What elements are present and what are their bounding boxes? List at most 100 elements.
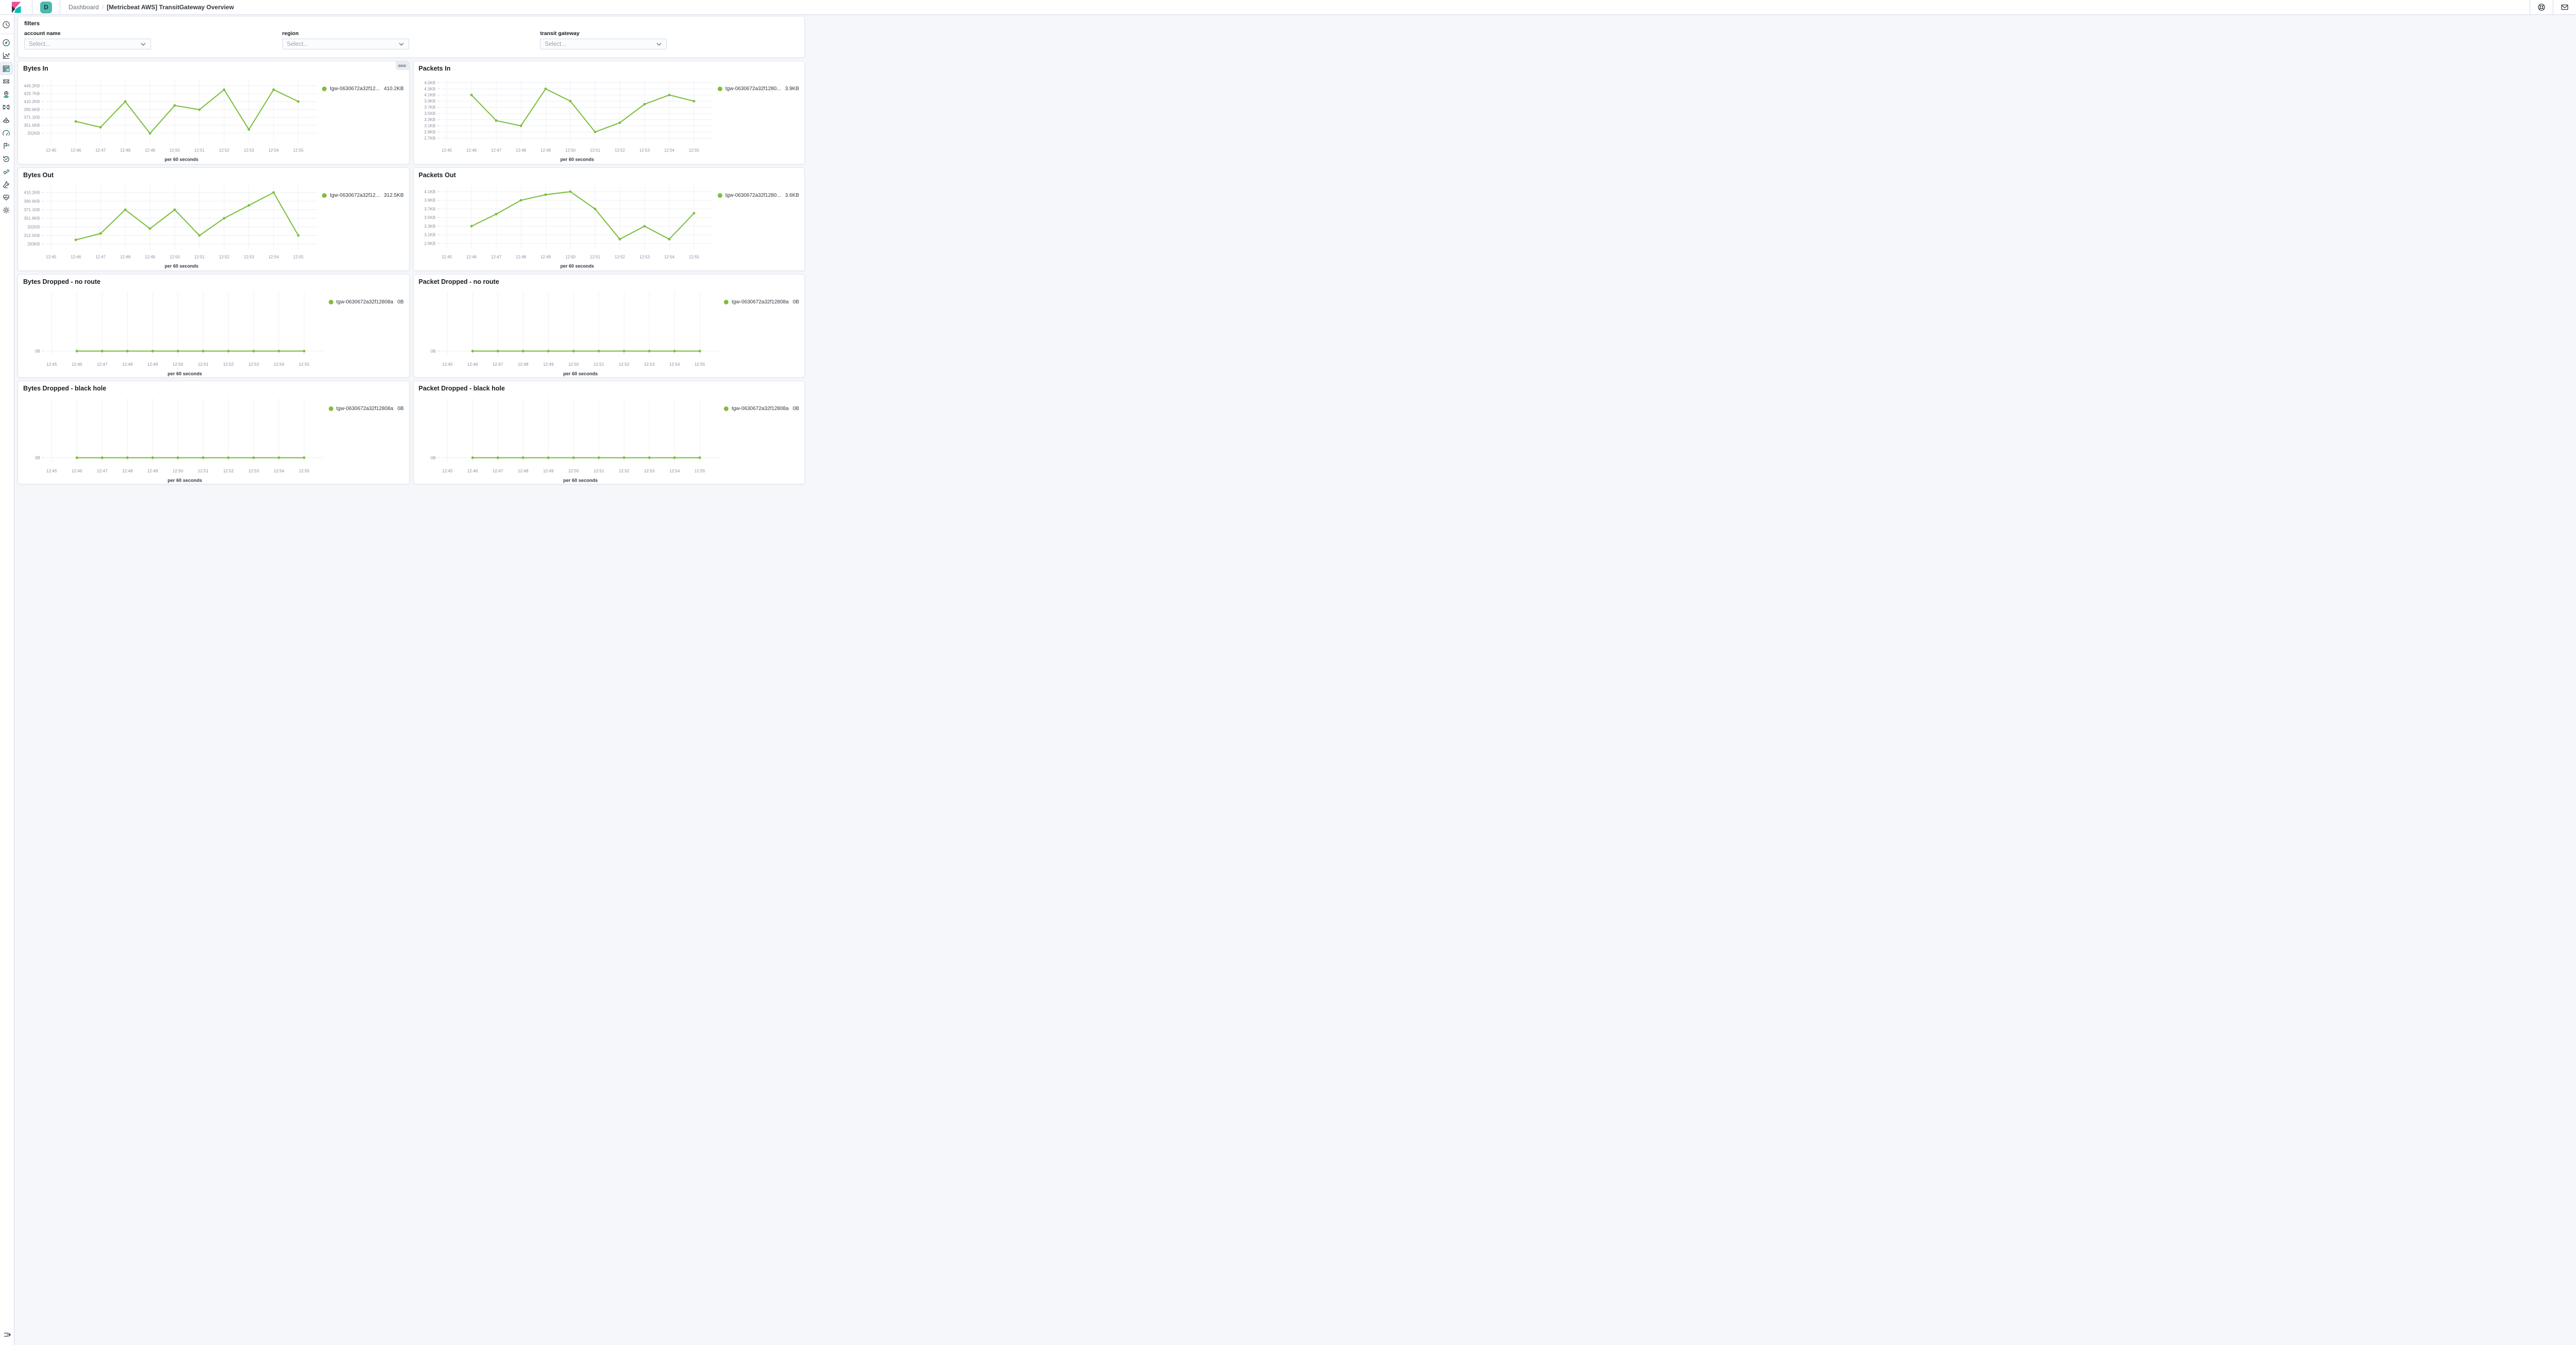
chart-plot-packets-out[interactable]: 4.1KB 3.9KB 3.7KB 3.5KB 3.3KB 3.1KB 2.9KB 12:45… xyxy=(419,180,718,271)
sidebar-item-metrics[interactable] xyxy=(0,114,12,126)
svg-text:4.3KB: 4.3KB xyxy=(424,87,435,91)
space-avatar[interactable]: D xyxy=(40,1,52,13)
sidebar-item-uptime[interactable] xyxy=(0,152,12,165)
svg-text:12:45: 12:45 xyxy=(442,255,452,260)
svg-text:12:49: 12:49 xyxy=(543,362,553,367)
legend-item-packet-dropped-no-route[interactable]: tgw-0630672a32f12808a 0B xyxy=(724,287,799,377)
panel-options-button[interactable] xyxy=(395,61,409,70)
svg-text:12:51: 12:51 xyxy=(194,255,205,260)
chart-title: Bytes Dropped - no route xyxy=(23,278,101,285)
svg-text:12:51: 12:51 xyxy=(198,362,209,367)
svg-text:12:47: 12:47 xyxy=(491,255,502,260)
legend-color-dot xyxy=(724,406,729,411)
panel-bytes-dropped-no-route: Bytes Dropped - no route 0B 12:45 12:46 12:… xyxy=(18,274,410,378)
sidebar-item-visualize[interactable] xyxy=(0,49,12,62)
svg-text:12:50: 12:50 xyxy=(173,362,183,367)
chart-plot-packet-dropped-black-hole[interactable]: 0B 12:45 12:46 12:47 12:48 12:49 12:50 12:51 12:… xyxy=(419,394,724,484)
svg-text:12:48: 12:48 xyxy=(517,469,528,473)
legend-series-value: 3.6KB xyxy=(785,193,799,198)
svg-text:429.7KB: 429.7KB xyxy=(24,92,40,96)
svg-text:12:50: 12:50 xyxy=(173,469,183,473)
svg-text:12:54: 12:54 xyxy=(664,255,674,260)
svg-text:410.2KB: 410.2KB xyxy=(24,191,40,195)
sidebar-item-canvas[interactable] xyxy=(0,75,12,88)
help-button[interactable] xyxy=(2530,0,2553,14)
svg-text:3.7KB: 3.7KB xyxy=(424,105,435,110)
svg-text:3.1KB: 3.1KB xyxy=(424,233,435,237)
sidebar-item-stack-monitoring[interactable] xyxy=(0,191,12,203)
sidebar-item-machine-learning[interactable] xyxy=(0,101,12,113)
svg-text:12:54: 12:54 xyxy=(268,255,279,260)
sidebar-item-logs[interactable] xyxy=(0,127,12,139)
panel-bytes-dropped-black-hole: Bytes Dropped - black hole 0B 12:45 12:46 1… xyxy=(18,381,410,484)
help-icon xyxy=(2538,4,2545,11)
svg-text:12:46: 12:46 xyxy=(466,255,477,260)
svg-text:351.6KB: 351.6KB xyxy=(24,123,40,128)
sidebar-item-discover[interactable] xyxy=(0,37,12,49)
legend-item-bytes-dropped-black-hole[interactable]: tgw-0630672a32f12808a 0B xyxy=(328,394,404,484)
legend-item-packet-dropped-black-hole[interactable]: tgw-0630672a32f12808a 0B xyxy=(724,394,799,484)
filter-select-region[interactable]: Select... xyxy=(282,39,409,49)
svg-text:12:51: 12:51 xyxy=(593,362,604,367)
kibana-logo[interactable] xyxy=(0,1,32,13)
visualize-icon xyxy=(3,52,10,59)
filter-select-account-name[interactable]: Select... xyxy=(24,39,151,49)
svg-text:12:49: 12:49 xyxy=(543,469,553,473)
svg-text:12:47: 12:47 xyxy=(491,148,502,153)
svg-text:371.1KB: 371.1KB xyxy=(24,208,40,212)
svg-text:12:53: 12:53 xyxy=(248,362,259,367)
svg-text:332KB: 332KB xyxy=(27,225,40,229)
chart-body: 0B 12:45 12:46 12:47 12:48 12:49 12:50 12:51 12:… xyxy=(419,287,799,378)
svg-text:12:53: 12:53 xyxy=(248,469,259,473)
chevron-down-icon xyxy=(141,43,146,45)
sidebar-item-recently-viewed[interactable] xyxy=(0,19,12,31)
chart-plot-bytes-in[interactable]: 449.2KB 429.7KB 410.2KB 390.6KB 371.1KB 351.6… xyxy=(23,74,322,164)
mail-icon xyxy=(2561,4,2568,10)
legend-series-value: 0B xyxy=(397,299,404,305)
legend-item-bytes-in[interactable]: tgw-0630672a32f12... 410.2KB xyxy=(322,74,404,164)
svg-text:371.1KB: 371.1KB xyxy=(24,115,40,120)
dashboard-icon xyxy=(3,65,9,72)
svg-text:2.9KB: 2.9KB xyxy=(424,130,435,134)
filter-label: region xyxy=(282,30,299,37)
sidebar-item-dev-tools[interactable] xyxy=(0,178,12,191)
chart-plot-bytes-dropped-black-hole[interactable]: 0B 12:45 12:46 12:47 12:48 12:49 12:50 12:51 12:… xyxy=(23,394,329,484)
svg-text:12:49: 12:49 xyxy=(147,362,158,367)
sidebar-item-siem[interactable] xyxy=(0,165,12,178)
sidebar-item-dashboard[interactable] xyxy=(0,62,12,75)
breadcrumb: Dashboard / [Metricbeat AWS] TransitGate… xyxy=(69,4,2530,11)
legend-item-packets-in[interactable]: tgw-0630672a32f1280... 3.9KB xyxy=(717,74,799,164)
sidebar-collapse-toggle[interactable] xyxy=(1,1329,13,1341)
svg-text:12:55: 12:55 xyxy=(694,469,705,473)
legend-item-bytes-out[interactable]: tgw-0630672a32f12... 312.5KB xyxy=(322,180,404,270)
sidebar-item-management[interactable] xyxy=(0,204,12,216)
svg-text:12:54: 12:54 xyxy=(669,469,680,473)
svg-text:2.9KB: 2.9KB xyxy=(424,242,435,246)
sidebar-item-apm[interactable] xyxy=(0,140,12,152)
panel-packet-dropped-black-hole: Packet Dropped - black hole 0B 12:45 12:46… xyxy=(413,381,805,484)
chevron-down-icon xyxy=(657,43,662,45)
svg-text:12:47: 12:47 xyxy=(95,148,106,153)
legend-color-dot xyxy=(717,87,722,91)
chart-title: Packets Out xyxy=(418,172,456,179)
legend-color-dot xyxy=(322,87,327,91)
svg-text:12:53: 12:53 xyxy=(639,148,650,153)
newsfeed-button[interactable] xyxy=(2553,0,2576,14)
chart-body: 0B 12:45 12:46 12:47 12:48 12:49 12:50 12:51 12:… xyxy=(23,287,404,378)
chart-plot-bytes-out[interactable]: 410.2KB 390.6KB 371.1KB 351.6KB 332KB 312.5KB… xyxy=(23,180,322,271)
chart-plot-bytes-dropped-no-route[interactable]: 0B 12:45 12:46 12:47 12:48 12:49 12:50 12:51 12:… xyxy=(23,287,329,378)
legend-item-bytes-dropped-no-route[interactable]: tgw-0630672a32f12808a 0B xyxy=(328,287,404,377)
chart-title: Bytes Dropped - black hole xyxy=(23,385,107,392)
sidebar-item-maps[interactable] xyxy=(0,88,12,100)
dashboard-content: filters account name Select... region Se… xyxy=(14,15,808,484)
filter-select-transit-gateway[interactable]: Select... xyxy=(540,39,667,49)
svg-text:0B: 0B xyxy=(35,349,41,353)
chart-plot-packet-dropped-no-route[interactable]: 0B 12:45 12:46 12:47 12:48 12:49 12:50 12:51 12:… xyxy=(419,287,724,378)
legend-item-packets-out[interactable]: tgw-0630672a32f1280... 3.6KB xyxy=(717,180,799,270)
legend-series-value: 0B xyxy=(397,406,404,412)
svg-text:12:45: 12:45 xyxy=(46,469,57,473)
breadcrumb-dashboard[interactable]: Dashboard xyxy=(69,4,99,11)
svg-text:12:45: 12:45 xyxy=(442,362,453,367)
svg-text:12:50: 12:50 xyxy=(170,148,180,153)
